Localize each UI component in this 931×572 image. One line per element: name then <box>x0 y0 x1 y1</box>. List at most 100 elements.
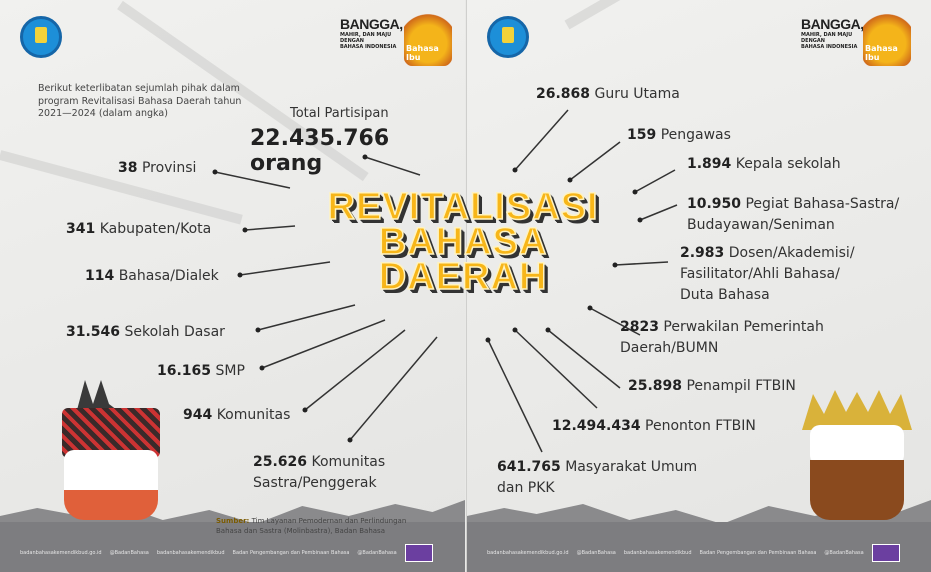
bahasa-ibu-badge: Bahasa Ibu <box>404 10 452 66</box>
stat-item: 12.494.434 Penonton FTBIN <box>552 416 756 437</box>
slogan-big: BANGGA, <box>340 16 403 32</box>
footer-social: badanbahasakemendikbud.go.id @BadanBahas… <box>487 544 900 562</box>
stat-label: Penonton FTBIN <box>645 418 756 434</box>
stat-value: 1.894 <box>687 156 732 172</box>
footer-band <box>0 522 465 572</box>
stat-label-line2: dan PKK <box>497 480 555 496</box>
stat-label: Sekolah Dasar <box>124 324 225 340</box>
source-text: Tim Layanan Pemodernan dan Perlindungan <box>251 517 407 525</box>
slogan-logo: BANGGA, MAHIR, DAN MAJU DENGAN BAHASA IN… <box>801 16 864 50</box>
purple-badge <box>871 544 900 562</box>
stat-value: 641.765 <box>497 459 561 475</box>
stat-item: 16.165 SMP <box>157 361 245 382</box>
stat-value: 944 <box>183 407 213 423</box>
slogan-big: BANGGA, <box>801 16 864 32</box>
stat-item: 38 Provinsi <box>118 158 196 179</box>
right-panel: BANGGA, MAHIR, DAN MAJU DENGAN BAHASA IN… <box>466 0 931 572</box>
kemendikbud-logo <box>20 16 62 58</box>
stat-label-line3: Duta Bahasa <box>680 287 770 303</box>
stat-label: Bahasa/Dialek <box>118 268 219 284</box>
slogan-bottom: BAHASA INDONESIA <box>801 44 858 50</box>
stat-item: 159 Pengawas <box>627 125 731 146</box>
badge-text: Bahasa Ibu <box>406 44 439 62</box>
stat-label: Pengawas <box>660 127 731 143</box>
footer-x[interactable]: @BadanBahasa <box>576 550 616 556</box>
source-text2: Bahasa dan Sastra (Molinbastra), Badan B… <box>216 527 385 535</box>
stat-label: Komunitas <box>311 454 386 470</box>
footer-band <box>467 522 931 572</box>
stat-label: Penampil FTBIN <box>686 378 796 394</box>
stat-value: 25.626 <box>253 454 308 470</box>
stat-item: 114 Bahasa/Dialek <box>85 266 219 287</box>
stat-value: 31.546 <box>66 324 121 340</box>
bahasa-ibu-badge: Bahasa Ibu <box>863 10 911 66</box>
stat-value: 16.165 <box>157 363 212 379</box>
left-panel: BANGGA, MAHIR, DAN MAJU DENGAN BAHASA IN… <box>0 0 465 572</box>
footer-tiktok[interactable]: @BadanBahasa <box>357 550 397 556</box>
stat-label-line2: Fasilitator/Ahli Bahasa/ <box>680 266 840 282</box>
slogan-mid: MAHIR, DAN MAJU <box>801 32 853 38</box>
stat-label: Guru Utama <box>594 86 680 102</box>
stat-label: SMP <box>215 363 245 379</box>
stat-value: 114 <box>85 268 115 284</box>
stat-label: Perwakilan Pemerintah <box>663 319 824 335</box>
stat-label: Kepala sekolah <box>735 156 841 172</box>
stat-item: 2823 Perwakilan Pemerintah Daerah/BUMN <box>620 317 824 359</box>
stat-item: 944 Komunitas <box>183 405 290 426</box>
footer-website[interactable]: badanbahasakemendikbud.go.id <box>487 550 569 556</box>
intro-text: Berikut keterlibatan sejumlah pihak dala… <box>38 83 242 119</box>
stat-value: 2823 <box>620 319 659 335</box>
slogan-mid: MAHIR, DAN MAJU <box>340 32 392 38</box>
kemendikbud-logo <box>487 16 529 58</box>
bg-streak <box>564 0 830 30</box>
stat-item: 31.546 Sekolah Dasar <box>66 322 225 343</box>
slogan-bottom: BAHASA INDONESIA <box>340 44 397 50</box>
footer-instagram[interactable]: badanbahasakemendikbud <box>156 550 225 556</box>
stat-value: 341 <box>66 221 96 237</box>
stat-item: 2.983 Dosen/Akademisi/Fasilitator/Ahli B… <box>680 243 855 306</box>
title-line-3: DAERAH <box>378 256 548 298</box>
stat-item: 25.626 Komunitas Sastra/Penggerak <box>253 452 385 494</box>
stat-label: Masyarakat Umum <box>565 459 698 475</box>
footer-tiktok[interactable]: @BadanBahasa <box>824 550 864 556</box>
stat-item: 26.868 Guru Utama <box>536 84 680 105</box>
footer-facebook[interactable]: Badan Pengembangan dan Pembinaan Bahasa <box>232 550 350 556</box>
stat-label-line2: Sastra/Penggerak <box>253 475 377 491</box>
stat-label: Komunitas <box>216 407 291 423</box>
slogan-logo: BANGGA, MAHIR, DAN MAJU DENGAN BAHASA IN… <box>340 16 403 50</box>
badge-text: Bahasa Ibu <box>865 44 898 62</box>
slogan-small: DENGAN <box>340 38 364 44</box>
source-prefix: Sumber: <box>216 517 250 525</box>
stat-label: Kabupaten/Kota <box>99 221 212 237</box>
footer-facebook[interactable]: Badan Pengembangan dan Pembinaan Bahasa <box>699 550 817 556</box>
stat-value: 26.868 <box>536 86 591 102</box>
purple-badge <box>404 544 433 562</box>
total-value: 22.435.766 orang <box>250 126 390 176</box>
stat-label-line2: Daerah/BUMN <box>620 340 719 356</box>
stat-value: 25.898 <box>628 378 683 394</box>
main-title: REVITALISASI BAHASA DAERAH <box>298 186 628 298</box>
stat-label: Dosen/Akademisi/ <box>728 245 855 261</box>
footer-x[interactable]: @BadanBahasa <box>109 550 149 556</box>
stat-label: Provinsi <box>141 160 197 176</box>
source-note: Sumber: Tim Layanan Pemodernan dan Perli… <box>216 516 406 536</box>
stat-item: 1.894 Kepala sekolah <box>687 154 841 175</box>
stat-value: 10.950 <box>687 196 742 212</box>
footer-social: badanbahasakemendikbud.go.id @BadanBahas… <box>20 544 433 562</box>
total-label: Total Partisipan <box>290 106 389 121</box>
stat-item: 25.898 Penampil FTBIN <box>628 376 796 397</box>
stat-value: 159 <box>627 127 657 143</box>
stat-item: 641.765 Masyarakat Umum dan PKK <box>497 457 697 499</box>
stat-value: 38 <box>118 160 138 176</box>
stat-label-line2: Budayawan/Seniman <box>687 217 835 233</box>
title-line-1: REVITALISASI <box>327 186 599 228</box>
stat-item: 341 Kabupaten/Kota <box>66 219 211 240</box>
stat-item: 10.950 Pegiat Bahasa-Sastra/Budayawan/Se… <box>687 194 899 236</box>
slogan-small: DENGAN <box>801 38 825 44</box>
stat-label: Pegiat Bahasa-Sastra/ <box>745 196 900 212</box>
stat-value: 12.494.434 <box>552 418 641 434</box>
footer-website[interactable]: badanbahasakemendikbud.go.id <box>20 550 102 556</box>
stat-value: 2.983 <box>680 245 725 261</box>
title-line-2: BAHASA <box>378 221 548 263</box>
footer-instagram[interactable]: badanbahasakemendikbud <box>623 550 692 556</box>
